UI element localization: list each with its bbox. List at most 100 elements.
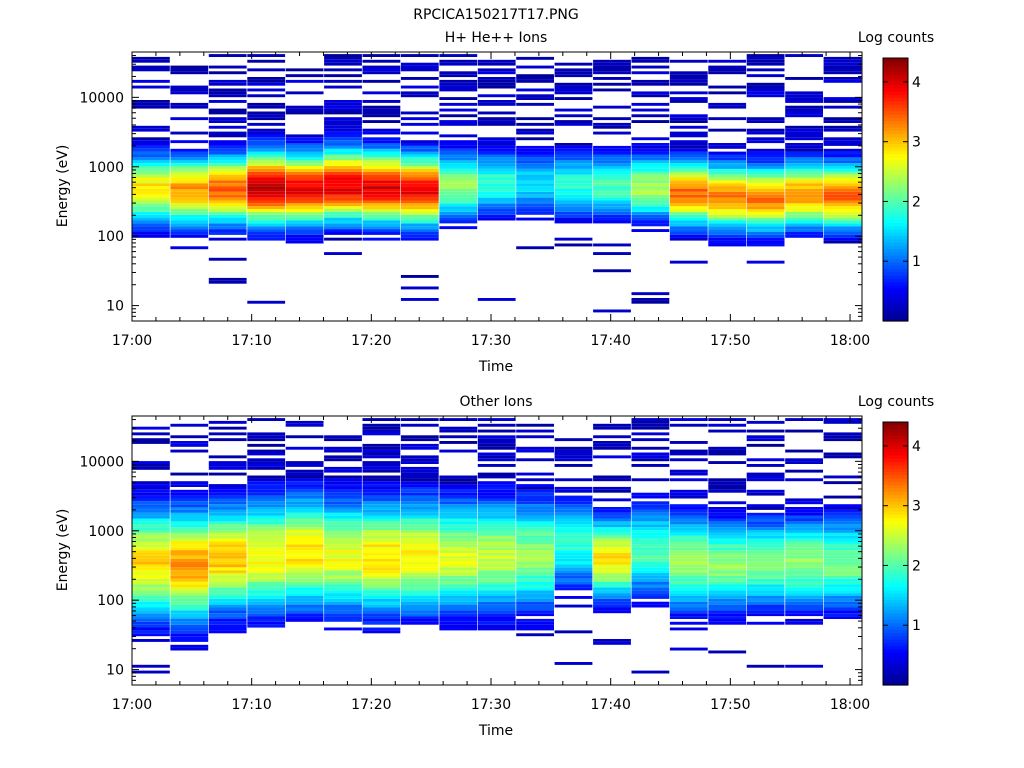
heatmap-cell: [247, 105, 286, 109]
heatmap-cell: [669, 71, 708, 75]
heatmap-cell: [554, 527, 593, 530]
heatmap-cell: [208, 163, 247, 166]
heatmap-cell: [785, 148, 823, 152]
heatmap-cell: [708, 217, 747, 221]
colorbar-segment: [883, 94, 908, 99]
heatmap-cell: [247, 512, 286, 516]
heatmap-cell: [593, 498, 631, 502]
heatmap-cell: [554, 160, 593, 164]
heatmap-cell: [324, 555, 362, 559]
heatmap-cell: [324, 541, 362, 545]
heatmap-cell: [477, 492, 516, 496]
heatmap-cell: [669, 183, 708, 187]
heatmap-cell: [362, 166, 401, 169]
heatmap-cell: [785, 535, 823, 539]
heatmap-cell: [132, 544, 170, 548]
heatmap-cell: [208, 154, 247, 158]
heatmap-cell: [324, 598, 362, 602]
heatmap-cell: [324, 74, 362, 78]
heatmap-cell: [593, 214, 631, 218]
colorbar-segment: [883, 454, 908, 459]
heatmap-cell: [362, 575, 401, 579]
heatmap-cell: [247, 484, 286, 487]
colorbar-segment: [883, 678, 908, 683]
heatmap-cell: [785, 544, 823, 548]
heatmap-cell: [208, 541, 247, 545]
heatmap-cell: [362, 610, 401, 614]
heatmap-cell: [439, 209, 478, 212]
heatmap-cell: [400, 504, 439, 508]
heatmap-cell: [785, 429, 823, 433]
heatmap-cell: [631, 209, 670, 212]
heatmap-cell: [170, 558, 209, 562]
heatmap-cell: [362, 538, 401, 542]
heatmap-cell: [362, 91, 401, 95]
heatmap-cell: [631, 478, 670, 482]
heatmap-cell: [132, 188, 170, 192]
heatmap-cell: [669, 587, 708, 591]
heatmap-cell: [669, 550, 708, 553]
heatmap-cell: [669, 472, 708, 476]
heatmap-cell: [247, 191, 286, 195]
heatmap-cell: [631, 538, 670, 542]
heatmap-cell: [132, 518, 170, 522]
heatmap-cell: [823, 97, 862, 100]
heatmap-cell: [477, 532, 516, 536]
heatmap-cell: [785, 183, 823, 187]
heatmap-cell: [593, 117, 631, 121]
heatmap-cell: [285, 573, 324, 576]
heatmap-cell: [554, 575, 593, 579]
heatmap-cell: [247, 232, 286, 235]
heatmap-cell: [669, 593, 708, 596]
heatmap-cell: [708, 449, 747, 453]
heatmap-cell: [516, 593, 554, 596]
heatmap-cell: [823, 140, 862, 144]
heatmap-cell: [208, 140, 247, 144]
heatmap-cell: [669, 226, 708, 230]
heatmap-cell: [324, 203, 362, 207]
colorbar-segment: [883, 500, 908, 505]
heatmap-cell: [439, 573, 478, 576]
colorbar-segment: [883, 431, 908, 436]
colorbar-segment: [883, 481, 908, 486]
heatmap-cell: [593, 570, 631, 574]
heatmap-cell: [170, 604, 209, 608]
heatmap-cell: [439, 512, 478, 516]
heatmap-cell: [631, 166, 670, 169]
heatmap-cell: [823, 561, 862, 565]
heatmap-cell: [324, 489, 362, 493]
heatmap-cell: [362, 206, 401, 210]
heatmap-cell: [285, 564, 324, 568]
heatmap-cell: [554, 498, 593, 502]
heatmap-cell: [362, 183, 401, 187]
heatmap-cell: [362, 154, 401, 158]
heatmap-cell: [324, 593, 362, 596]
heatmap-cell: [247, 524, 286, 528]
heatmap-cell: [593, 197, 631, 201]
heatmap-cell: [132, 466, 170, 470]
heatmap-cell: [669, 91, 708, 95]
heatmap-cell: [324, 143, 362, 146]
heatmap-cell: [170, 618, 209, 622]
colorbar-segment: [883, 209, 908, 214]
heatmap-cell: [400, 177, 439, 181]
colorbar-segment: [883, 523, 908, 528]
heatmap-cell: [132, 601, 170, 605]
heatmap-cell: [823, 527, 862, 530]
heatmap-cell: [400, 475, 439, 479]
heatmap-cell: [823, 117, 862, 121]
heatmap-cell: [746, 607, 785, 611]
heatmap-cell: [362, 191, 401, 195]
heatmap-cell: [170, 191, 209, 195]
figure-title: RPCICA150217T17.PNG: [413, 7, 578, 23]
heatmap-cell: [823, 495, 862, 499]
heatmap-cell: [170, 547, 209, 551]
colorbar-segment: [883, 612, 908, 617]
heatmap-cell: [631, 438, 670, 442]
heatmap-cell: [823, 234, 862, 238]
heatmap-cell: [400, 552, 439, 556]
colorbar-segment: [883, 438, 908, 443]
heatmap-cell: [708, 575, 747, 579]
heatmap-cell: [170, 515, 209, 519]
